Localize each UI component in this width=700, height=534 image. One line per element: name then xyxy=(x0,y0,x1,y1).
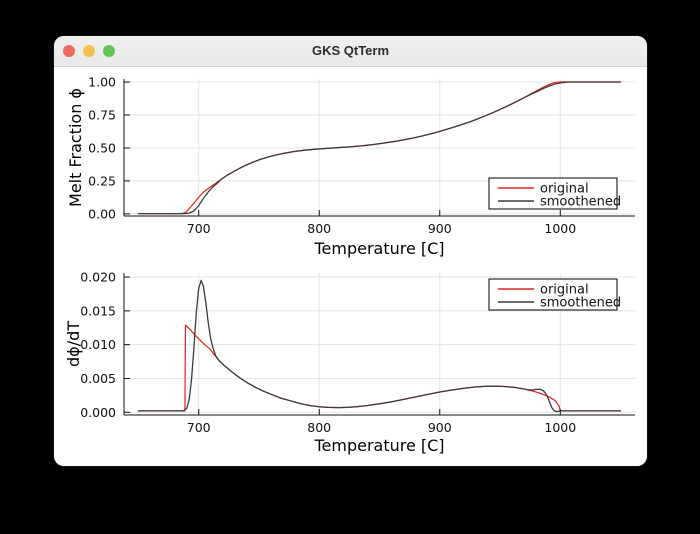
axes xyxy=(123,273,635,416)
traffic-lights xyxy=(63,45,115,57)
legend-label-smoothened: smoothened xyxy=(540,296,621,311)
y-tick-label: 0.75 xyxy=(88,108,116,123)
y-axis-label: Melt Fraction ϕ xyxy=(66,88,85,207)
x-axis-label: Temperature [C] xyxy=(313,436,444,455)
legend-label-smoothened: smoothened xyxy=(540,195,621,210)
melt-fraction-chart: 700 800 900 1000 0.00 0.25 0.50 0.75 1.00 Tempera… xyxy=(66,75,635,258)
x-tick-label: 700 xyxy=(187,221,211,236)
series-lines xyxy=(137,81,622,215)
x-tick-label: 800 xyxy=(307,420,331,435)
legend-label-original: original xyxy=(540,182,589,197)
close-button[interactable] xyxy=(63,45,75,57)
y-axis-label: dϕ/dT xyxy=(64,321,83,367)
x-tick-label: 1000 xyxy=(544,221,576,236)
x-tick-label: 800 xyxy=(307,221,331,236)
series-lines xyxy=(137,279,622,413)
legend-label-original: original xyxy=(540,283,589,298)
window-title: GKS QtTerm xyxy=(311,43,390,58)
y-tick-label: 0.50 xyxy=(88,141,116,156)
x-axis-label: Temperature [C] xyxy=(313,239,444,258)
zoom-button[interactable] xyxy=(103,45,115,57)
y-tick-label: 0.010 xyxy=(80,337,116,352)
y-tick-label: 1.00 xyxy=(88,75,116,90)
dphidt-chart: 700 800 900 1000 0.000 0.005 0.010 0.015 0.020 Te… xyxy=(64,270,635,455)
x-tick-label: 900 xyxy=(428,420,452,435)
x-tick-label: 900 xyxy=(428,221,452,236)
tick-labels: 700 800 900 1000 0.000 0.005 0.010 0.015 0.020 xyxy=(80,270,576,435)
minimize-button[interactable] xyxy=(83,45,95,57)
axes xyxy=(123,79,635,217)
x-tick-label: 1000 xyxy=(544,420,576,435)
gridlines xyxy=(124,273,635,415)
y-tick-label: 0.015 xyxy=(80,303,116,318)
window-titlebar[interactable]: GKS QtTerm xyxy=(54,36,647,67)
y-tick-label: 0.020 xyxy=(80,270,116,285)
tick-labels: 700 800 900 1000 0.00 0.25 0.50 0.75 1.00 xyxy=(88,75,576,237)
y-tick-label: 0.000 xyxy=(80,405,116,420)
plot-canvas: 700 800 900 1000 0.00 0.25 0.50 0.75 1.00 Tempera… xyxy=(54,67,647,466)
gridlines xyxy=(124,79,635,216)
x-tick-label: 700 xyxy=(187,420,211,435)
series-line-smoothened xyxy=(137,81,622,215)
y-tick-label: 0.00 xyxy=(88,206,116,221)
series-line-smoothened xyxy=(137,279,622,413)
y-tick-label: 0.005 xyxy=(80,371,116,386)
y-tick-label: 0.25 xyxy=(88,173,116,188)
gks-qtterm-window: GKS QtTerm 700 800 900 1000 0.00 0.25 0.50 0.75… xyxy=(54,36,647,466)
